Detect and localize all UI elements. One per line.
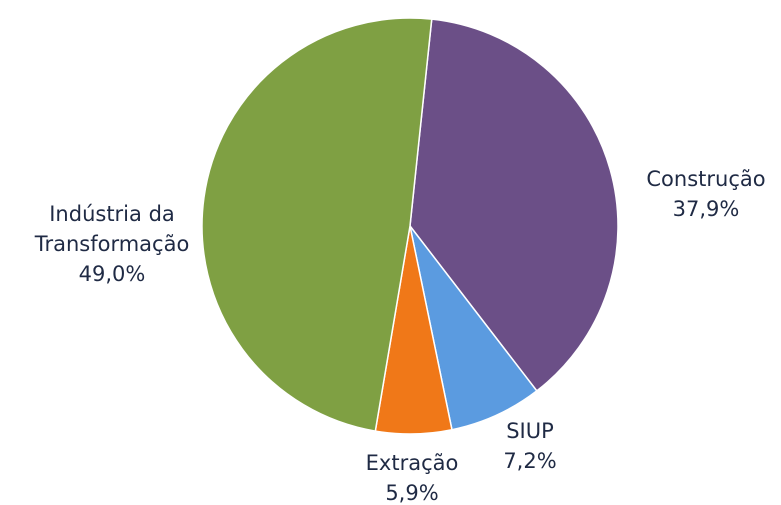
value-label: 7,2%	[503, 449, 556, 473]
value-label: 37,9%	[673, 197, 740, 221]
category-label: Extração	[366, 451, 459, 475]
label-line: Transformação	[34, 232, 190, 256]
label-line: Extração	[366, 451, 459, 475]
pie-slice	[201, 17, 433, 432]
category-label: SIUP	[506, 419, 554, 443]
value-label: 5,9%	[385, 481, 438, 505]
label-line: SIUP	[506, 419, 554, 443]
category-label: Construção	[646, 167, 765, 191]
label-line: Indústria da	[49, 202, 175, 226]
value-label: 49,0%	[79, 262, 146, 286]
label-line: Construção	[646, 167, 765, 191]
category-label: Indústria da Transformação	[34, 202, 190, 256]
pie-slice	[409, 18, 619, 392]
